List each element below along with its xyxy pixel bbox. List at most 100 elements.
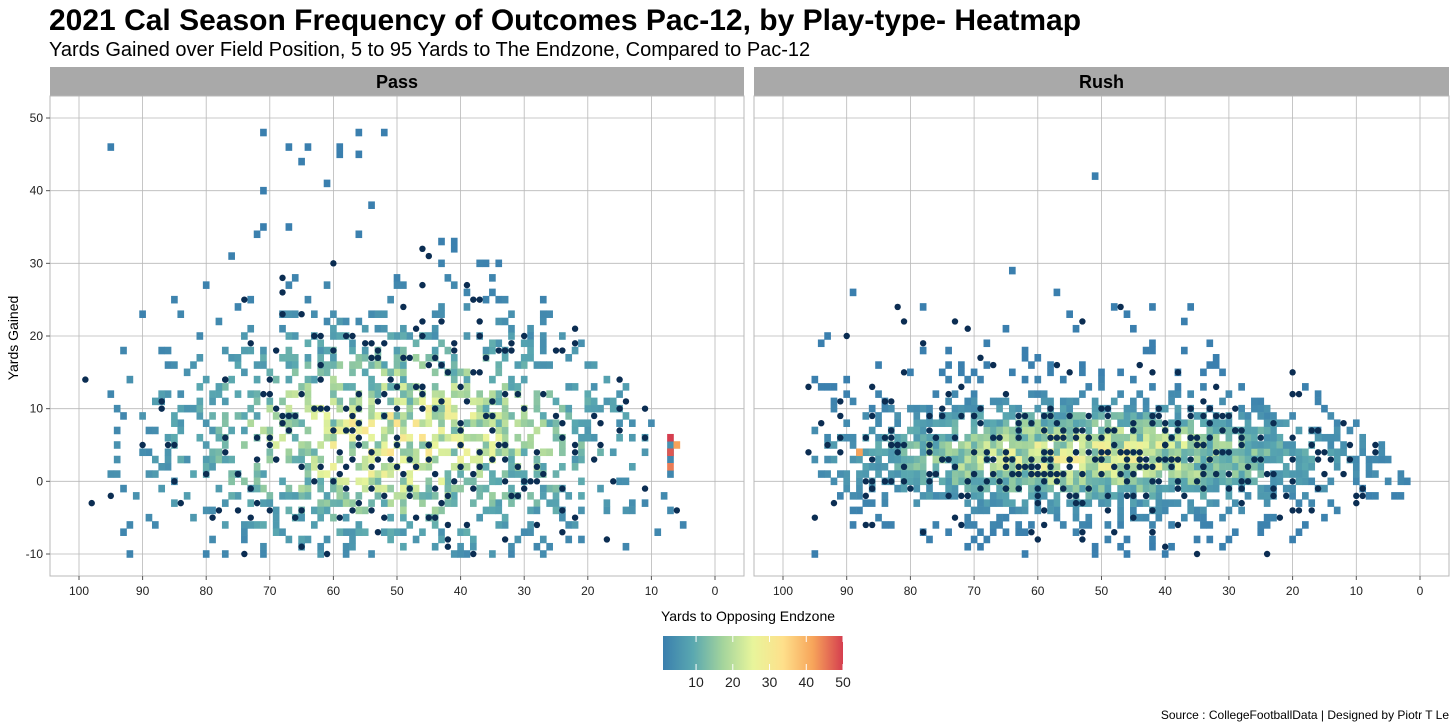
heat-cell [450,448,458,457]
heat-cell [406,521,414,529]
heat-cell [584,433,592,442]
heat-cell [1136,426,1144,435]
heat-cell [1002,433,1010,442]
heat-cell [1289,448,1296,457]
heat-cell [616,390,623,398]
heat-cell [450,419,458,427]
heat-cell [508,484,515,493]
heat-cell [508,332,515,340]
heat-cell [1225,390,1233,398]
cal-play-point [932,434,940,441]
heat-cell [1225,455,1233,464]
cal-play-point [996,478,1003,485]
heat-cell [1142,499,1150,507]
heat-cell [406,412,414,420]
heat-cell [578,455,585,464]
heat-cell [533,499,541,507]
heat-cell [856,470,863,478]
heat-cell [387,397,394,406]
heat-cell [177,419,185,427]
heat-cell [304,383,312,391]
heat-cell [1359,433,1367,442]
heat-cell [1002,426,1010,435]
heat-cell [1040,433,1048,442]
cal-play-point [266,376,273,383]
heat-cell [1302,463,1309,471]
cal-play-point [1034,470,1042,478]
cal-play-point [476,449,483,456]
heat-cell [368,390,375,398]
heat-cell [285,143,293,151]
heat-cell [508,310,515,318]
heat-cell [571,383,579,391]
cal-play-point [559,507,566,514]
heat-cell [919,426,927,435]
heat-cell [1117,390,1124,398]
legend-colorbar [663,636,843,670]
heat-cell [234,361,242,369]
heat-cell [527,521,534,529]
heat-cell [1257,521,1265,529]
heat-cell [489,339,496,348]
heat-cell [260,550,267,558]
heat-cell [1206,499,1214,507]
heat-cell [913,463,921,471]
heat-cell [1244,470,1252,478]
heat-cell [304,397,312,406]
heat-cell [107,470,115,478]
heat-cell [285,346,293,355]
heat-cell [190,513,197,522]
heat-cell [387,513,394,522]
heat-cell [932,492,940,500]
source-caption: Source : CollegeFootballData | Designed … [1160,708,1449,722]
heat-cell [310,375,318,384]
heat-cell [450,463,458,471]
heat-cell [1142,448,1150,457]
cal-play-point [1308,441,1315,449]
heat-cell [527,339,534,348]
heat-cell [342,492,350,500]
heat-cell [1142,346,1150,355]
heat-cell [1053,499,1061,507]
heat-cell [1142,433,1150,442]
cal-play-point [1040,456,1048,463]
cal-play-point [1200,441,1207,449]
heat-cell [571,426,579,435]
cal-play-point [501,441,509,449]
heat-cell [1028,492,1035,500]
cal-play-point [1270,485,1277,492]
cal-play-point [977,420,984,427]
cal-play-point [495,441,502,449]
heat-cell [1072,419,1080,427]
cal-play-point [1015,485,1022,492]
heat-cell [342,317,350,326]
heat-cell [431,310,439,318]
heat-cell [919,492,927,500]
heat-cell [597,484,604,493]
heat-cell [539,295,547,304]
cal-play-point [1047,463,1054,470]
heat-cell [628,506,636,515]
heat-cell [970,463,978,471]
cal-play-point [368,340,375,347]
cal-play-point [272,405,280,412]
heat-cell [862,499,870,507]
cal-play-point [355,434,363,441]
heat-cell [1238,404,1245,413]
heat-cell [260,499,267,507]
heat-cell [304,404,312,413]
heat-cell [1079,433,1086,442]
heat-cell [317,455,325,464]
heat-cell [970,404,978,413]
cal-play-point [1028,420,1035,427]
cal-play-point [1193,441,1201,449]
heat-cell [817,339,825,348]
heat-cell [387,528,394,536]
cal-play-point [489,412,496,420]
heat-cell [476,470,484,478]
heat-cell [241,441,248,449]
cal-play-point [926,449,933,456]
heat-cell [843,390,851,398]
cal-play-point [818,420,825,427]
heat-cell [559,404,566,413]
